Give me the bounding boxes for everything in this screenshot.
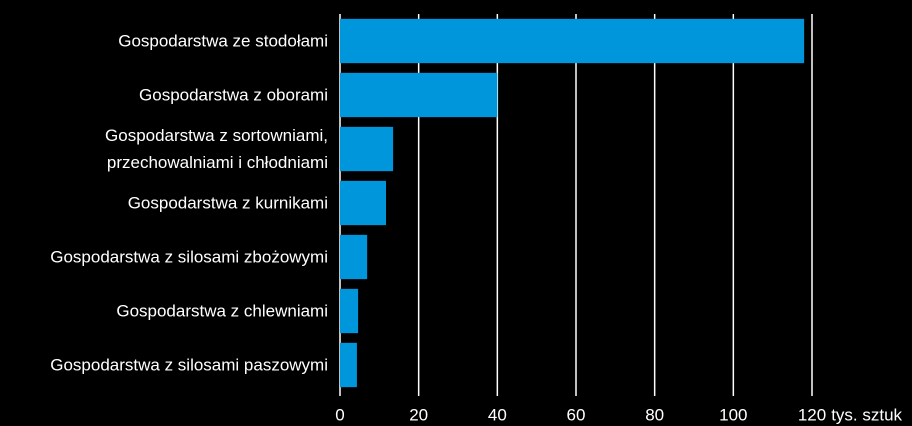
y-tick-label: Gospodarstwa z oborami [139, 85, 328, 105]
x-tick-label: 40 [488, 405, 507, 424]
y-tick-label: Gospodarstwa z silosami paszowymi [50, 355, 328, 375]
bar [340, 342, 357, 388]
x-tick-label: 20 [409, 405, 428, 424]
y-tick-label: Gospodarstwa z silosami zbożowymi [50, 247, 328, 267]
y-tick-label: Gospodarstwa z kurnikami [127, 193, 328, 213]
y-tick-label: Gospodarstwa z chlewniami [116, 301, 328, 321]
x-tick-label: 100 [719, 405, 747, 424]
bar [340, 18, 805, 64]
bar [340, 180, 387, 226]
bar [340, 288, 359, 334]
x-tick-label: 120 [798, 405, 826, 424]
x-tick-label: 0 [335, 405, 344, 424]
bar [340, 126, 394, 172]
bar [340, 72, 498, 118]
y-tick-label: Gospodarstwa z sortowniami, przechowalni… [105, 126, 328, 172]
bar [340, 234, 368, 280]
x-axis-label: tys. sztuk [831, 405, 902, 424]
y-tick-label: Gospodarstwa ze stodołami [118, 31, 328, 51]
x-tick-label: 80 [645, 405, 664, 424]
x-tick-label: 60 [567, 405, 586, 424]
